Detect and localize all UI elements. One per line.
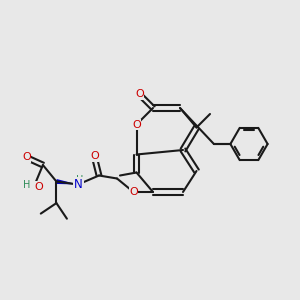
Text: O: O <box>135 89 144 100</box>
Text: N: N <box>74 178 82 191</box>
Text: O: O <box>34 182 43 192</box>
Text: O: O <box>132 119 141 130</box>
Text: H: H <box>23 179 30 190</box>
Text: O: O <box>22 152 31 163</box>
Text: O: O <box>90 151 99 161</box>
Text: H: H <box>76 175 83 185</box>
Text: O: O <box>129 187 138 197</box>
Polygon shape <box>56 179 78 184</box>
